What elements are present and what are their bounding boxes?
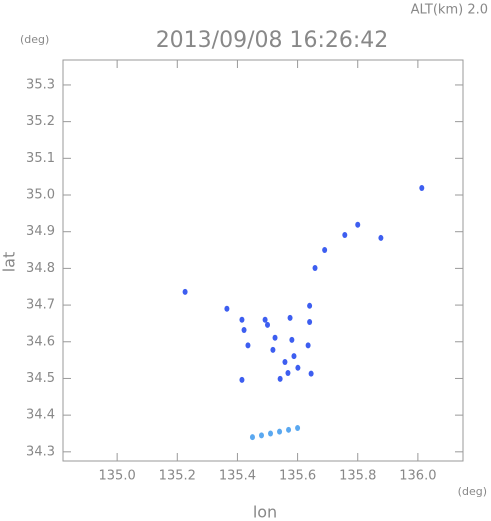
echo bbox=[305, 342, 311, 349]
echo bbox=[286, 426, 292, 433]
y-tick-label: 35.2 bbox=[26, 114, 55, 129]
echo bbox=[355, 221, 361, 228]
chart-title: 2013/09/08 16:26:42 bbox=[156, 28, 389, 53]
x-tick-label: 135.0 bbox=[99, 469, 136, 484]
y-tick-label: 35.3 bbox=[26, 77, 55, 92]
y-tick-label: 34.8 bbox=[26, 261, 55, 276]
echo bbox=[258, 432, 264, 439]
echo bbox=[295, 424, 301, 431]
x-tick-label: 136.0 bbox=[399, 469, 436, 484]
echo bbox=[287, 314, 293, 321]
echo bbox=[322, 247, 328, 254]
plot-frame bbox=[62, 59, 464, 462]
echo bbox=[307, 302, 313, 309]
echo bbox=[182, 288, 188, 295]
echo bbox=[312, 265, 318, 272]
altitude-label: ALT(km) 2.0 bbox=[411, 3, 488, 18]
echo bbox=[239, 376, 245, 383]
y-tick-label: 35.0 bbox=[26, 188, 55, 203]
y-tick-label: 34.5 bbox=[26, 371, 55, 386]
echo bbox=[277, 375, 283, 382]
y-tick-label: 34.3 bbox=[26, 444, 55, 459]
echo bbox=[245, 342, 251, 349]
x-tick-label: 135.4 bbox=[219, 469, 256, 484]
y-axis-title: lat bbox=[0, 252, 19, 273]
echo bbox=[239, 316, 245, 323]
echo bbox=[241, 327, 247, 334]
echo bbox=[262, 316, 268, 323]
echo bbox=[289, 336, 295, 343]
x-tick-label: 135.2 bbox=[159, 469, 196, 484]
echo bbox=[249, 434, 255, 441]
y-tick-label: 35.1 bbox=[26, 151, 55, 166]
echo bbox=[272, 334, 278, 341]
echo bbox=[307, 318, 313, 325]
y-tick-label: 34.7 bbox=[26, 298, 55, 313]
echo bbox=[419, 185, 425, 192]
echo bbox=[291, 353, 297, 360]
x-tick-label: 135.6 bbox=[279, 469, 316, 484]
echo bbox=[378, 234, 384, 241]
echo bbox=[295, 364, 301, 371]
y-tick-label: 34.4 bbox=[26, 408, 55, 423]
echo bbox=[285, 369, 291, 376]
x-unit: (deg) bbox=[458, 485, 487, 498]
y-unit: (deg) bbox=[20, 33, 49, 46]
echo bbox=[265, 321, 271, 328]
echo bbox=[342, 232, 348, 239]
y-tick-label: 34.6 bbox=[26, 334, 55, 349]
y-tick-label: 34.9 bbox=[26, 224, 55, 239]
echo bbox=[224, 305, 230, 312]
x-tick-label: 135.8 bbox=[339, 469, 376, 484]
echo bbox=[282, 358, 288, 365]
echo bbox=[277, 428, 283, 435]
echo bbox=[268, 430, 274, 437]
echo bbox=[270, 346, 276, 353]
echo bbox=[308, 370, 314, 377]
x-axis-title: lon bbox=[253, 503, 277, 521]
